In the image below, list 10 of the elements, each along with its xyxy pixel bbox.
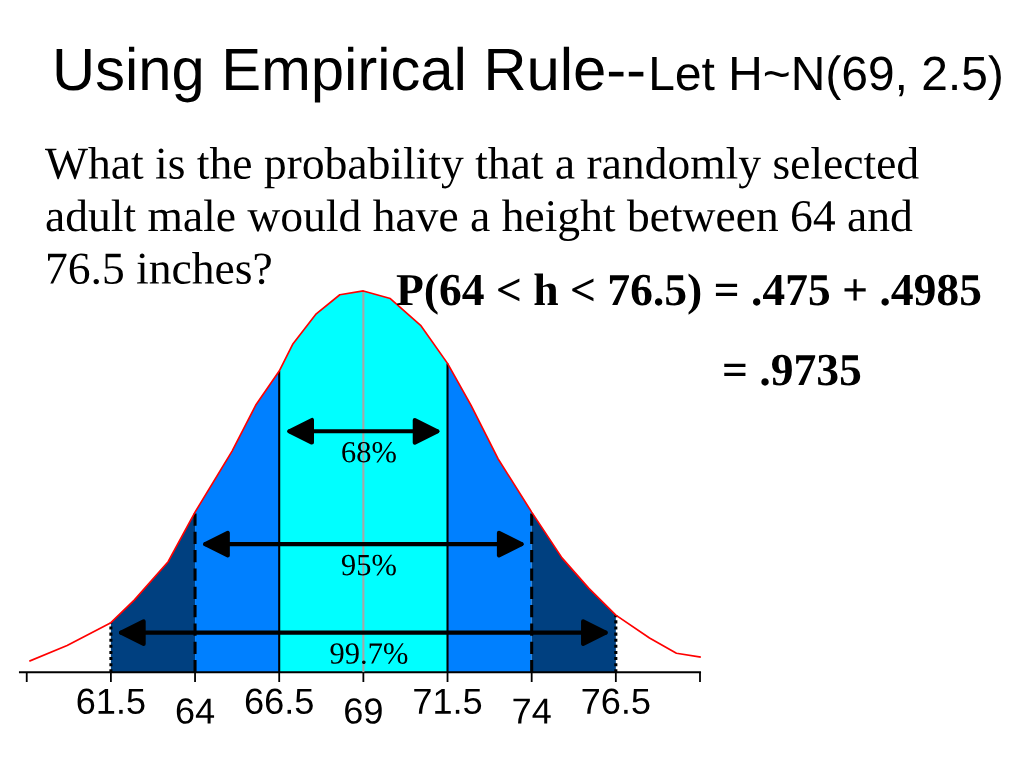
chart-title: Using Empirical Rule-- bbox=[56, 46, 644, 103]
x-tick-label: 71.5 bbox=[414, 688, 482, 715]
text: Let H~N(69, 2.5) bbox=[652, 55, 1001, 100]
x-tick-label: 64 bbox=[176, 698, 215, 724]
x-tick-label: 76.5 bbox=[582, 688, 650, 715]
x-tick-label: 69 bbox=[345, 698, 382, 724]
x-tick-label: 74 bbox=[513, 698, 551, 724]
text: = .9735 bbox=[724, 354, 861, 386]
x-tick-label: 66.5 bbox=[245, 688, 313, 715]
x-tick-label: 61.5 bbox=[77, 688, 145, 715]
